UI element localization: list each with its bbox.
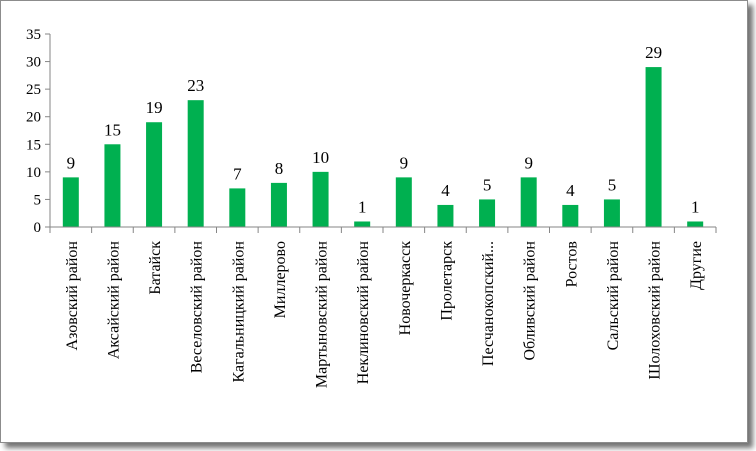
data-label: 5: [608, 175, 617, 194]
bar: [187, 100, 204, 227]
data-label: 9: [524, 153, 533, 172]
data-label: 1: [358, 197, 367, 216]
data-label: 7: [233, 164, 242, 183]
y-tick-label: 5: [34, 192, 42, 208]
data-label: 4: [441, 181, 450, 200]
bars: [62, 67, 704, 227]
x-tick-label: Кагальницкий район: [230, 241, 247, 383]
data-label: 9: [67, 153, 76, 172]
x-tick-label: Новочеркасск: [397, 241, 414, 336]
x-tick-label: Неклиновский район: [355, 241, 372, 385]
x-tick-label: Песчанокопский...: [480, 241, 497, 366]
data-label: 5: [483, 175, 492, 194]
bar: [645, 67, 662, 227]
y-tick-label: 35: [26, 27, 41, 43]
y-tick-label: 30: [26, 55, 41, 71]
data-label: 19: [146, 98, 163, 117]
x-axis: Азовский район Аксайский район Батайск Весе…: [49, 226, 717, 389]
data-label: 23: [187, 76, 204, 95]
y-tick-label: 15: [26, 137, 41, 153]
data-label: 9: [400, 153, 409, 172]
x-tick-label: Шолоховский район: [647, 241, 664, 380]
x-tick-label: Веселовский район: [189, 241, 206, 374]
bar: [270, 182, 287, 227]
x-tick-label: Азовский район: [64, 241, 81, 351]
data-label: 8: [275, 159, 284, 178]
data-label: 1: [691, 197, 700, 216]
x-tick-label: Мартыновский район: [314, 241, 331, 389]
x-tick-label: Миллерово: [272, 241, 289, 318]
bar: [562, 204, 579, 227]
x-tick-label: Обливский район: [522, 241, 539, 361]
x-tick-label: Ростов: [563, 241, 580, 288]
data-label: 15: [104, 120, 121, 139]
x-tick-label: Другие: [688, 241, 705, 290]
y-tick-label: 20: [26, 110, 41, 126]
bar: [479, 199, 496, 227]
bar: [146, 122, 163, 227]
bar: [687, 221, 704, 227]
x-tick-label: Сальский район: [605, 241, 622, 351]
bar: [62, 177, 79, 227]
y-tick-label: 10: [26, 165, 41, 181]
bar: [312, 171, 329, 227]
bar: [354, 221, 371, 227]
y-axis: 0 5 10 15 20 25 30 35: [26, 27, 51, 236]
bar: [395, 177, 412, 227]
bar: [229, 188, 246, 227]
bar: [104, 144, 121, 227]
y-tick-label: 0: [34, 220, 42, 236]
bar: [603, 199, 620, 227]
x-tick-label: Аксайский район: [105, 241, 122, 360]
x-tick-label: Пролетарск: [438, 241, 455, 321]
y-tick-label: 25: [26, 82, 41, 98]
bar: [520, 177, 537, 227]
x-tick-label: Батайск: [147, 241, 164, 295]
data-label: 4: [566, 181, 575, 200]
bar: [437, 204, 454, 227]
chart-frame: [0, 0, 748, 443]
data-label: 10: [312, 148, 329, 167]
data-label: 29: [645, 43, 662, 62]
